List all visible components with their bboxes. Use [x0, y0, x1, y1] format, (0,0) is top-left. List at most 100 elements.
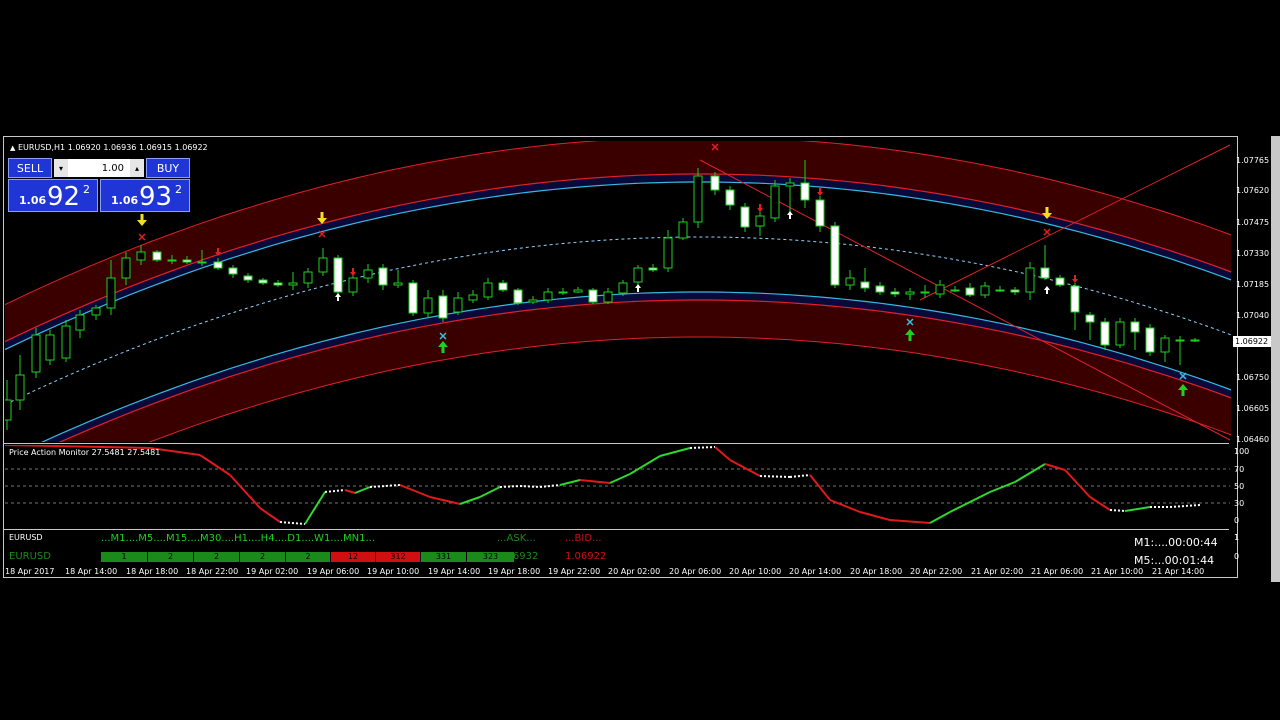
mtf-signal-cell: 2 — [240, 552, 285, 562]
bearish-candle — [588, 289, 598, 303]
oscillator-segment — [1064, 469, 1091, 498]
bullish-candle — [136, 251, 146, 261]
mtf-signal-cell: 323 — [467, 552, 514, 562]
bullish-candle — [121, 257, 131, 279]
bullish-candle — [453, 297, 463, 313]
buy-price-button[interactable]: 1.06 93 2 — [100, 179, 190, 212]
bearish-candle — [725, 189, 735, 206]
oscillator-segment — [304, 491, 326, 525]
mtf-signal-cell: 2 — [286, 552, 330, 562]
bearish-candle — [258, 279, 268, 284]
bullish-candle — [678, 221, 688, 239]
bearish-candle — [875, 285, 885, 293]
bearish-candle — [1190, 339, 1200, 342]
window-right-edge — [1271, 136, 1280, 582]
oscillator-segment — [459, 496, 481, 505]
indicator-panel-separator[interactable] — [4, 529, 1229, 530]
oscillator-segment — [5, 445, 151, 449]
oscillator-segment — [629, 455, 661, 475]
lower-outer-line — [148, 336, 1231, 442]
oscillator-segment — [1044, 463, 1066, 471]
price-scale-label: 1.07330 — [1236, 249, 1270, 258]
time-axis-label: 19 Apr 02:00 — [246, 567, 299, 576]
mtf-bid-value: 1.06922 — [565, 551, 607, 562]
price-scale-label: 1.07765 — [1236, 156, 1270, 165]
bearish-candle — [1070, 285, 1080, 313]
oscillator-segment — [1014, 463, 1046, 483]
mtf-scale-bottom: 0 — [1234, 552, 1240, 561]
bearish-candle — [950, 289, 960, 292]
small-sell-arrow-icon — [817, 188, 823, 196]
buy-mark-icon — [439, 332, 447, 340]
bearish-candle — [408, 282, 418, 314]
collapse-triangle-icon[interactable]: ▲ — [10, 144, 16, 152]
bullish-candle — [423, 297, 433, 314]
time-axis-label: 19 Apr 10:00 — [367, 567, 420, 576]
mtf-signal-cell: 12 — [331, 552, 375, 562]
sell-price-fraction: 2 — [83, 183, 90, 196]
mtf-scale-top: 1 — [1234, 533, 1240, 542]
lot-size-input[interactable]: 1.00 — [101, 162, 124, 174]
oscillator-segment — [369, 484, 401, 488]
oscillator-segment — [519, 485, 541, 488]
mtf-signal-cell: 2 — [148, 552, 193, 562]
oscillator-segment — [729, 459, 761, 477]
lot-increase-icon[interactable]: ▴ — [130, 159, 144, 177]
sell-button[interactable]: SELL — [8, 158, 52, 178]
buy-button[interactable]: BUY — [146, 158, 190, 178]
indicator-plot — [5, 445, 1230, 525]
oscillator-segment — [479, 486, 501, 498]
buy-price-prefix: 1.06 — [111, 194, 139, 207]
buy-arrow-icon — [438, 341, 448, 353]
time-axis-label: 19 Apr 22:00 — [548, 567, 601, 576]
oscillator-segment — [199, 454, 231, 476]
bullish-candle — [363, 269, 373, 279]
bearish-candle — [890, 291, 900, 295]
bullish-candle — [318, 257, 328, 273]
oscillator-segment — [259, 507, 281, 523]
bearish-candle — [197, 261, 207, 264]
price-scale-label: 1.07040 — [1236, 311, 1270, 320]
small-sell-arrow-icon — [1072, 275, 1078, 283]
time-axis-label: 19 Apr 18:00 — [488, 567, 541, 576]
small-sell-arrow-icon — [350, 268, 356, 276]
bullish-candle — [755, 215, 765, 227]
buy-arrow-icon — [905, 329, 915, 341]
time-axis-label: 21 Apr 14:00 — [1152, 567, 1205, 576]
time-axis-label: 20 Apr 14:00 — [789, 567, 842, 576]
bearish-candle — [513, 289, 523, 304]
oscillator-segment — [989, 481, 1016, 493]
main-indicator-separator[interactable] — [4, 443, 1229, 444]
sell-arrow-icon — [137, 214, 147, 226]
mtf-bid-header: ...BID... — [565, 533, 602, 544]
time-axis-label: 21 Apr 10:00 — [1091, 567, 1144, 576]
trendline-up — [919, 144, 1231, 301]
bearish-candle — [965, 287, 975, 296]
bullish-candle — [633, 267, 643, 283]
bullish-candle — [348, 277, 358, 293]
bullish-candle — [468, 294, 478, 301]
mtf-signal-cell: 1 — [101, 552, 147, 562]
oscillator-segment — [429, 496, 461, 505]
bearish-candle — [1085, 314, 1095, 323]
bearish-candle — [710, 175, 720, 191]
bullish-candle — [1115, 321, 1125, 346]
buy-price-pips: 93 — [139, 182, 173, 212]
sell-price-button[interactable]: 1.06 92 2 — [8, 179, 98, 212]
oscillator-segment — [809, 474, 831, 501]
oscillator-segment — [759, 475, 791, 478]
indicator-level-label: 70 — [1234, 465, 1245, 474]
current-price-label: 1.06922 — [1233, 336, 1271, 347]
bullish-candle — [1025, 267, 1035, 293]
bullish-candle — [106, 277, 116, 309]
bearish-candle — [1055, 277, 1065, 286]
indicator-level-label: 50 — [1234, 482, 1245, 491]
oscillator-segment — [279, 521, 306, 525]
upper-red-line — [5, 173, 1231, 343]
oscillator-segment — [929, 511, 951, 524]
lot-size-stepper[interactable]: ▾ 1.00 ▴ — [54, 159, 144, 177]
trendline-down — [699, 159, 1231, 441]
oscillator-segment — [399, 484, 431, 498]
lot-decrease-icon[interactable]: ▾ — [54, 159, 68, 177]
